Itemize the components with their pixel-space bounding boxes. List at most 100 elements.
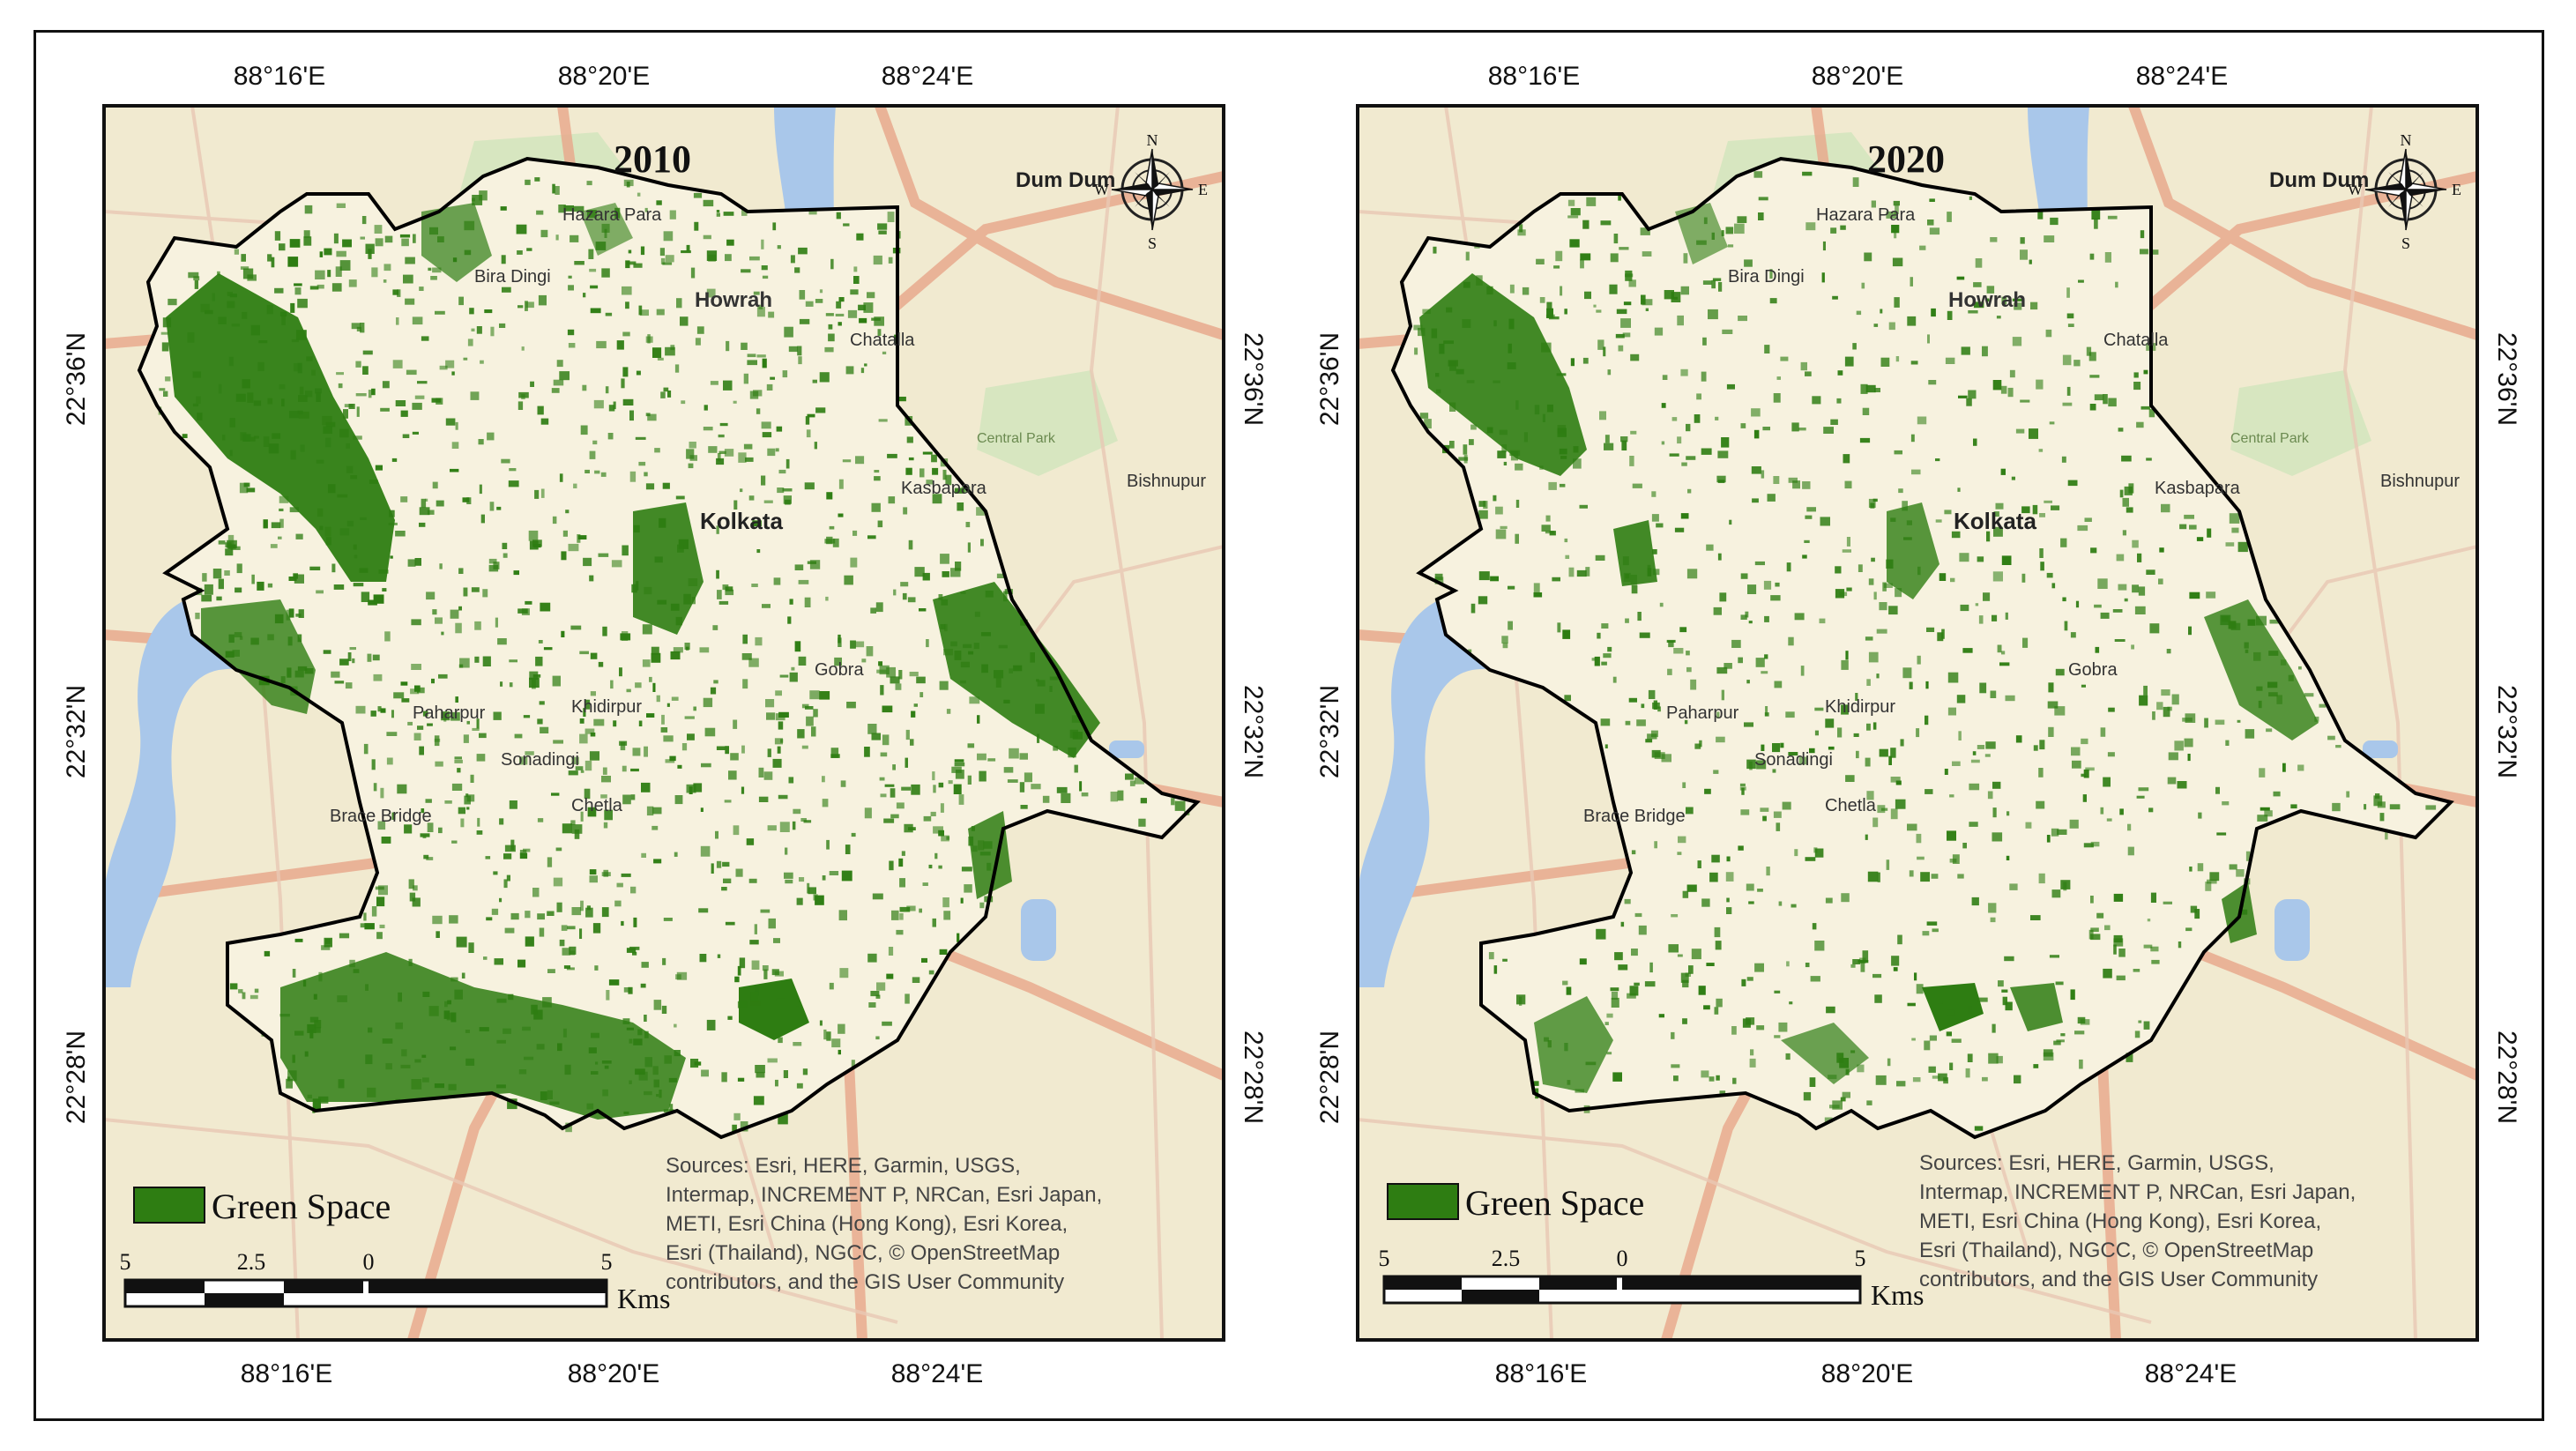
y-tick-left: 22°36'N (62, 332, 91, 426)
svg-text:S: S (2401, 234, 2410, 252)
svg-text:5: 5 (1379, 1246, 1390, 1271)
map-border (1356, 104, 2479, 1342)
scale-bar: 5 2.5 0 5 Kms (120, 1249, 671, 1314)
svg-text:5: 5 (1855, 1246, 1866, 1271)
svg-text:N: N (1147, 131, 1158, 149)
svg-text:S: S (1148, 234, 1157, 252)
svg-text:0: 0 (363, 1249, 375, 1275)
x-tick-top: 88°20'E (1812, 62, 1903, 91)
svg-text:5: 5 (120, 1249, 131, 1275)
sources-credit: Sources: Esri, HERE, Garmin, USGS, Inter… (1919, 1151, 2356, 1291)
place-label: Gobra (2068, 660, 2118, 680)
figure-frame (34, 30, 2544, 1421)
place-label: Khidirpur (1825, 697, 1895, 717)
x-tick-bottom: 88°20'E (1821, 1359, 1913, 1388)
place-label: Khidirpur (571, 697, 642, 717)
place-label: Sonadingi (501, 750, 579, 770)
place-label: Bira Dingi (474, 267, 551, 286)
y-tick-right: 22°32'N (1239, 685, 1268, 778)
park-area (977, 370, 1118, 476)
svg-text:E: E (2452, 181, 2461, 198)
y-tick-right: 22°28'N (2492, 1031, 2521, 1124)
svg-text:W: W (1094, 181, 1109, 198)
park-area (2230, 370, 2371, 476)
y-tick-right: 22°36'N (2492, 332, 2521, 426)
place-label: Hazara Para (562, 205, 662, 225)
year-label: 2010 (614, 138, 691, 181)
place-label: Kolkata (1954, 508, 2036, 534)
x-tick-top: 88°20'E (558, 62, 650, 91)
place-label: Brace Bridge (330, 807, 432, 826)
scale-bar: 5 2.5 0 5 Kms (1379, 1246, 1925, 1311)
north-arrow-icon: N S E W (1094, 131, 1208, 252)
place-label: Dum Dum (2269, 168, 2369, 192)
x-tick-bottom: 88°24'E (891, 1359, 983, 1388)
sources-credit: Sources: Esri, HERE, Garmin, USGS, Inter… (666, 1154, 1102, 1294)
x-tick-bottom: 88°20'E (568, 1359, 659, 1388)
svg-text:W: W (2348, 181, 2363, 198)
svg-text:5: 5 (601, 1249, 613, 1275)
y-tick-left: 22°32'N (62, 685, 91, 778)
svg-text:Intermap, INCREMENT P, NRCan,: Intermap, INCREMENT P, NRCan, Esri Japan… (666, 1183, 1102, 1207)
lake (1021, 899, 1056, 961)
svg-text:Esri (Thailand), NGCC, © OpenS: Esri (Thailand), NGCC, © OpenStreetMap (1919, 1239, 2313, 1262)
svg-text:contributors, and the GIS User: contributors, and the GIS User Community (1919, 1268, 2318, 1291)
place-label: Kasbapara (901, 479, 987, 498)
place-label: Chetla (571, 796, 623, 815)
x-tick-top: 88°16'E (1488, 62, 1580, 91)
svg-text:Esri (Thailand), NGCC, © OpenS: Esri (Thailand), NGCC, © OpenStreetMap (666, 1241, 1060, 1265)
y-tick-left: 22°36'N (1315, 332, 1344, 426)
place-label: Chatalla (2103, 331, 2169, 350)
svg-text:Sources: Esri, HERE, Garmin, U: Sources: Esri, HERE, Garmin, USGS, (666, 1154, 1021, 1178)
lake (2363, 740, 2398, 758)
y-tick-left: 22°28'N (62, 1031, 91, 1124)
scale-unit: Kms (1871, 1279, 1924, 1311)
green-space-specks (158, 177, 1190, 1133)
y-tick-right: 22°32'N (2492, 685, 2521, 778)
x-tick-bottom: 88°24'E (2145, 1359, 2237, 1388)
place-label: Bishnupur (2380, 472, 2460, 491)
place-label: Central Park (2230, 431, 2310, 446)
place-label: Central Park (977, 431, 1056, 446)
place-label: Sonadingi (1754, 750, 1833, 770)
svg-text:2.5: 2.5 (1492, 1246, 1521, 1271)
svg-text:N: N (2401, 131, 2412, 149)
coordinate-labels: 88°16'E 88°20'E 88°24'E 88°16'E 88°20'E … (62, 62, 1268, 1388)
legend-swatch (133, 1187, 205, 1224)
svg-text:E: E (1198, 181, 1208, 198)
place-label: Kolkata (700, 508, 783, 534)
kmc-boundary (137, 156, 1201, 1140)
place-label: Chetla (1825, 796, 1877, 815)
svg-text:Intermap, INCREMENT P, NRCan,: Intermap, INCREMENT P, NRCan, Esri Japan… (1919, 1180, 2356, 1204)
lake (1109, 740, 1144, 758)
place-label: Paharpur (413, 703, 486, 723)
study-area-fill (1393, 159, 2451, 1137)
svg-text:2.5: 2.5 (237, 1249, 266, 1275)
svg-text:METI, Esri China (Hong Kong),: METI, Esri China (Hong Kong), Esri Korea… (1919, 1209, 2321, 1233)
legend-label: Green Space (1465, 1183, 1644, 1223)
svg-text:Sources: Esri, HERE, Garmin, U: Sources: Esri, HERE, Garmin, USGS, (1919, 1151, 2274, 1175)
x-tick-bottom: 88°16'E (241, 1359, 332, 1388)
place-label: Kasbapara (2155, 479, 2241, 498)
legend-label: Green Space (212, 1187, 391, 1226)
x-tick-top: 88°24'E (2136, 62, 2228, 91)
svg-text:contributors, and the GIS User: contributors, and the GIS User Community (666, 1270, 1064, 1294)
place-label: Howrah (695, 288, 772, 312)
y-tick-right: 22°36'N (1239, 332, 1268, 426)
place-label: Dum Dum (1016, 168, 1115, 192)
place-label: Brace Bridge (1583, 807, 1686, 826)
coordinate-labels: 88°16'E 88°20'E 88°24'E 88°16'E 88°20'E … (1315, 62, 2521, 1388)
map-border (102, 104, 1225, 1342)
y-tick-left: 22°32'N (1315, 685, 1344, 778)
year-label: 2020 (1867, 138, 1945, 181)
legend-swatch (1387, 1183, 1459, 1220)
green-space-specks (1413, 171, 2437, 1131)
place-label: Gobra (815, 660, 864, 680)
scale-unit: Kms (617, 1283, 670, 1314)
y-tick-right: 22°28'N (1239, 1031, 1268, 1124)
place-label: Chatalla (850, 331, 915, 350)
y-tick-left: 22°28'N (1315, 1031, 1344, 1124)
lake (2274, 899, 2310, 961)
place-labels: Dum Dum Hazara Para Bira Dingi Howrah Ko… (1583, 168, 2460, 826)
